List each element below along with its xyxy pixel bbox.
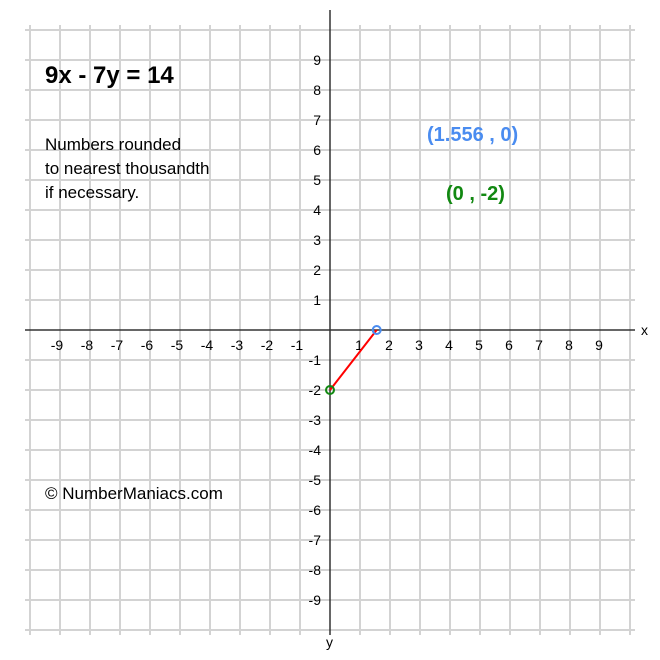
x-tick-label: 2 [385,337,393,353]
y-tick-label: -9 [309,592,322,608]
y-tick-label: 8 [313,82,321,98]
x-tick-label: -7 [111,337,124,353]
y-tick-label: 1 [313,292,321,308]
x-tick-label: 7 [535,337,543,353]
equation-line [329,329,378,391]
x-tick-label: -6 [141,337,154,353]
y-tick-label: -7 [309,532,322,548]
note-line: if necessary. [45,183,140,202]
y-tick-label: 4 [313,202,321,218]
x-intercept-label: (1.556 , 0) [427,124,519,146]
y-tick-label: -3 [309,412,322,428]
y-tick-label: -5 [309,472,322,488]
intercept-point [325,385,335,395]
x-tick-label: -9 [51,337,64,353]
x-tick-label: -8 [81,337,94,353]
y-tick-label: -8 [309,562,322,578]
y-tick-label: 9 [313,52,321,68]
x-tick-label: 6 [505,337,513,353]
copyright-text: © NumberManiacs.com [45,484,223,503]
x-tick-label: -2 [261,337,274,353]
x-tick-label: 4 [445,337,453,353]
note-line: to nearest thousandth [45,159,210,178]
y-tick-label: -2 [309,382,322,398]
rounding-note: Numbers rounded to nearest thousandth if… [45,133,265,205]
x-tick-label: -3 [231,337,244,353]
x-tick-label: -1 [291,337,304,353]
y-tick-label: 5 [313,172,321,188]
y-tick-label: 7 [313,112,321,128]
x-tick-label: 1 [355,337,363,353]
x-tick-label: 9 [595,337,603,353]
y-intercept-label: (0 , -2) [446,183,505,205]
intercept-point [371,325,382,335]
x-axis-label: x [641,322,648,338]
x-tick-label: -5 [171,337,184,353]
y-tick-label: 2 [313,262,321,278]
y-axis-label: y [326,634,333,650]
note-line: Numbers rounded [45,135,182,154]
y-tick-label: 6 [313,142,321,158]
y-tick-label: -6 [309,502,322,518]
y-tick-label: -4 [309,442,322,458]
y-tick-label: -1 [309,352,322,368]
x-tick-label: 5 [475,337,483,353]
x-tick-label: 3 [415,337,423,353]
x-tick-label: 8 [565,337,573,353]
equation-title: 9x - 7y = 14 [45,62,174,89]
x-tick-label: -4 [201,337,214,353]
y-tick-label: 3 [313,232,321,248]
